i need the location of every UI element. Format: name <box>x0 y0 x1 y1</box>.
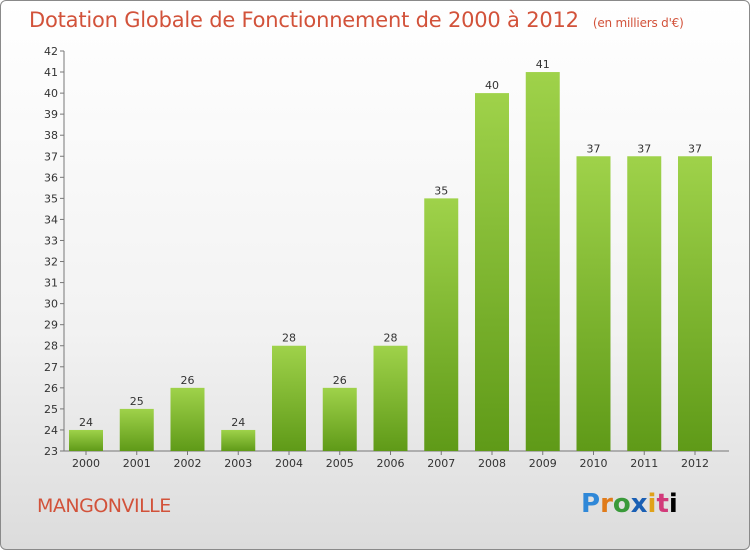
y-tick-label: 26 <box>44 382 58 395</box>
title-text: Dotation Globale de Fonctionnement de 20… <box>29 8 579 32</box>
value-label-2009: 41 <box>536 58 550 71</box>
x-tick-label-2005: 2005 <box>326 457 354 470</box>
bar-2006 <box>373 345 408 451</box>
value-label-2004: 28 <box>282 332 296 345</box>
y-tick-label: 33 <box>44 234 58 247</box>
value-label-2010: 37 <box>587 142 601 155</box>
value-label-2006: 28 <box>384 332 398 345</box>
x-tick-label-2000: 2000 <box>72 457 100 470</box>
x-tick-label-2001: 2001 <box>123 457 151 470</box>
y-tick-label: 40 <box>44 87 58 100</box>
y-tick-label: 41 <box>44 66 58 79</box>
x-tick-label-2008: 2008 <box>478 457 506 470</box>
y-tick-label: 35 <box>44 192 58 205</box>
x-tick-label-2006: 2006 <box>377 457 405 470</box>
bar-2007 <box>424 198 459 451</box>
y-tick-label: 28 <box>44 340 58 353</box>
bar-2000 <box>69 429 103 451</box>
proxiti-logo: Proxiti <box>581 489 678 519</box>
value-label-2008: 40 <box>485 79 499 92</box>
chart-title: Dotation Globale de Fonctionnement de 20… <box>29 8 684 32</box>
x-tick-label-2004: 2004 <box>275 457 303 470</box>
x-tick-label-2009: 2009 <box>529 457 557 470</box>
bar-2004 <box>272 345 306 451</box>
x-tick-label-2012: 2012 <box>681 457 709 470</box>
y-tick-label: 24 <box>44 424 58 437</box>
bar-2001 <box>119 408 154 451</box>
y-tick-label: 30 <box>44 298 58 311</box>
value-label-2002: 26 <box>181 374 195 387</box>
bar-2011 <box>627 156 662 451</box>
value-label-2005: 26 <box>333 374 347 387</box>
value-label-2003: 24 <box>231 416 245 429</box>
bar-2008 <box>475 93 509 452</box>
x-tick-label-2010: 2010 <box>580 457 608 470</box>
bar-2012 <box>678 156 712 451</box>
x-tick-label-2003: 2003 <box>224 457 252 470</box>
commune-name: MANGONVILLE <box>37 495 171 517</box>
y-tick-label: 37 <box>44 150 58 163</box>
bar-2002 <box>170 387 205 451</box>
bar-2009 <box>525 72 560 451</box>
y-tick-label: 27 <box>44 361 58 374</box>
value-label-2007: 35 <box>434 184 448 197</box>
value-label-2012: 37 <box>688 142 702 155</box>
x-tick-label-2011: 2011 <box>630 457 658 470</box>
bar-2005 <box>322 387 357 451</box>
x-tick-label-2002: 2002 <box>174 457 202 470</box>
x-tick-label-2007: 2007 <box>427 457 455 470</box>
y-tick-label: 39 <box>44 108 58 121</box>
value-label-2001: 25 <box>130 395 144 408</box>
y-tick-label: 29 <box>44 319 58 332</box>
value-label-2011: 37 <box>637 142 651 155</box>
y-tick-label: 32 <box>44 256 58 269</box>
bar-2003 <box>221 429 256 451</box>
y-tick-label: 25 <box>44 403 58 416</box>
unit-label: (en milliers d'€) <box>592 16 684 30</box>
value-label-2000: 24 <box>79 416 93 429</box>
bar-2010 <box>576 156 611 451</box>
y-tick-label: 34 <box>44 213 58 226</box>
y-tick-label: 31 <box>44 277 58 290</box>
y-tick-label: 23 <box>44 445 58 458</box>
y-tick-label: 36 <box>44 171 58 184</box>
y-tick-label: 42 <box>44 45 58 58</box>
y-tick-label: 38 <box>44 129 58 142</box>
